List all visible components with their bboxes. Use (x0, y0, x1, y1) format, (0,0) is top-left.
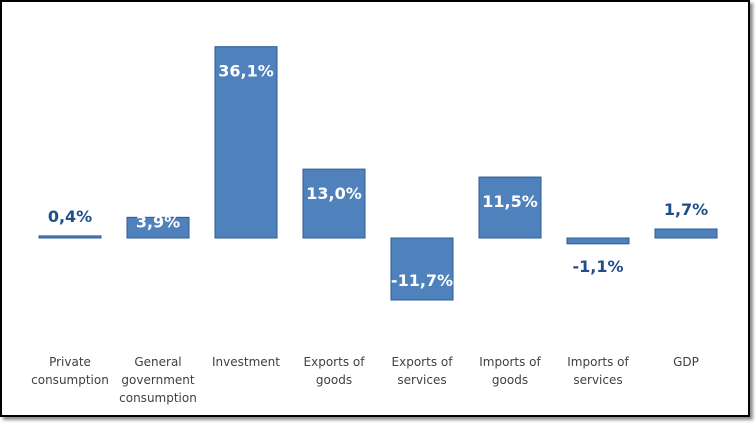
bar-1 (126, 216, 190, 239)
data-label-1: 3,9% (136, 212, 180, 231)
bar-7 (654, 228, 718, 239)
category-label-7: GDP (673, 355, 699, 369)
category-label-2: Investment (212, 355, 280, 369)
data-label-0: 0,4% (48, 207, 92, 226)
data-label-4: -11,7% (391, 271, 453, 290)
data-label-5: 11,5% (482, 192, 538, 211)
category-label-4: Exports of services (392, 355, 454, 387)
data-label-6: -1,1% (572, 257, 623, 276)
category-label-5: Imports of goods (479, 355, 541, 387)
bar-2 (214, 46, 278, 239)
bar-3 (302, 168, 366, 239)
bar-6 (566, 237, 630, 245)
category-label-0: Private consumption (31, 355, 109, 387)
data-label-7: 1,7% (664, 200, 708, 219)
category-label-6: Imports of services (567, 355, 629, 387)
data-label-2: 36,1% (218, 62, 274, 81)
data-label-3: 13,0% (306, 184, 362, 203)
bar-0 (38, 235, 102, 239)
bar-4 (390, 237, 454, 301)
chart-frame (0, 0, 750, 417)
bar-5 (478, 176, 542, 239)
category-label-1: General government consumption (119, 355, 197, 405)
category-label-3: Exports of goods (304, 355, 366, 387)
